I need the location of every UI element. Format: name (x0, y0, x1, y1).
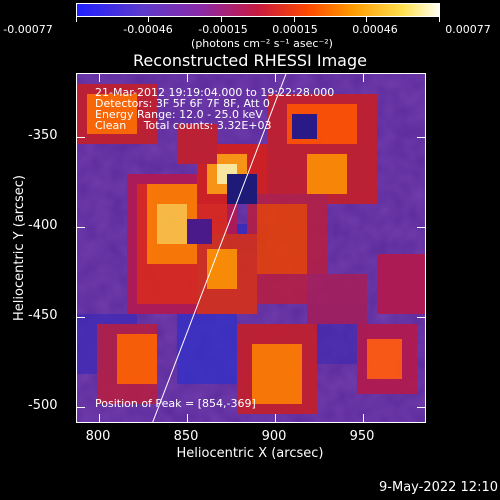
limb-line (152, 74, 287, 422)
colorbar-label-4: 0.00015 (272, 23, 318, 36)
energy-range-label: Energy Range: 12.0 - 25.0 keV (95, 108, 263, 121)
colorbar-units: (photons cm⁻² s⁻¹ asec⁻²) (191, 37, 333, 50)
y-axis-label: Heliocentric Y (arcsec) (12, 175, 27, 321)
footer-date: 9-May-2022 12:10 (379, 480, 498, 495)
colorbar-label-1: -0.00077 (3, 23, 53, 36)
colorbar-ticks (76, 17, 440, 22)
y-tick-label: -350 (28, 128, 58, 143)
colorbar (76, 3, 440, 17)
rhessi-image: 21-Mar-2012 19:19:04.000 to 19:22:28.000… (76, 73, 426, 423)
x-tick-label: 900 (261, 429, 287, 444)
detectors-label: Detectors: 3F 5F 6F 7F 8F, Att 0 (95, 97, 270, 110)
clean-total-counts-label: Clean Total counts: 3.32E+03 (95, 119, 272, 132)
peak-position-label: Position of Peak = [854,-369] (95, 397, 256, 410)
y-tick-label: -450 (28, 308, 58, 323)
image-title: Reconstructed RHESSI Image (133, 51, 367, 70)
x-axis-label: Heliocentric X (arcsec) (176, 446, 324, 461)
colorbar-label-2: -0.00046 (123, 23, 173, 36)
rhessi-heatmap (77, 74, 425, 422)
colorbar-label-6: 0.00077 (445, 23, 491, 36)
x-tick-label: 800 (85, 429, 111, 444)
x-tick-label: 950 (349, 429, 375, 444)
colorbar-label-3: -0.00015 (198, 23, 248, 36)
y-tick-label: -400 (28, 218, 58, 233)
x-tick-label: 850 (173, 429, 199, 444)
time-range-label: 21-Mar-2012 19:19:04.000 to 19:22:28.000 (95, 86, 335, 99)
y-tick-label: -500 (28, 398, 58, 413)
colorbar-label-5: 0.00046 (352, 23, 398, 36)
